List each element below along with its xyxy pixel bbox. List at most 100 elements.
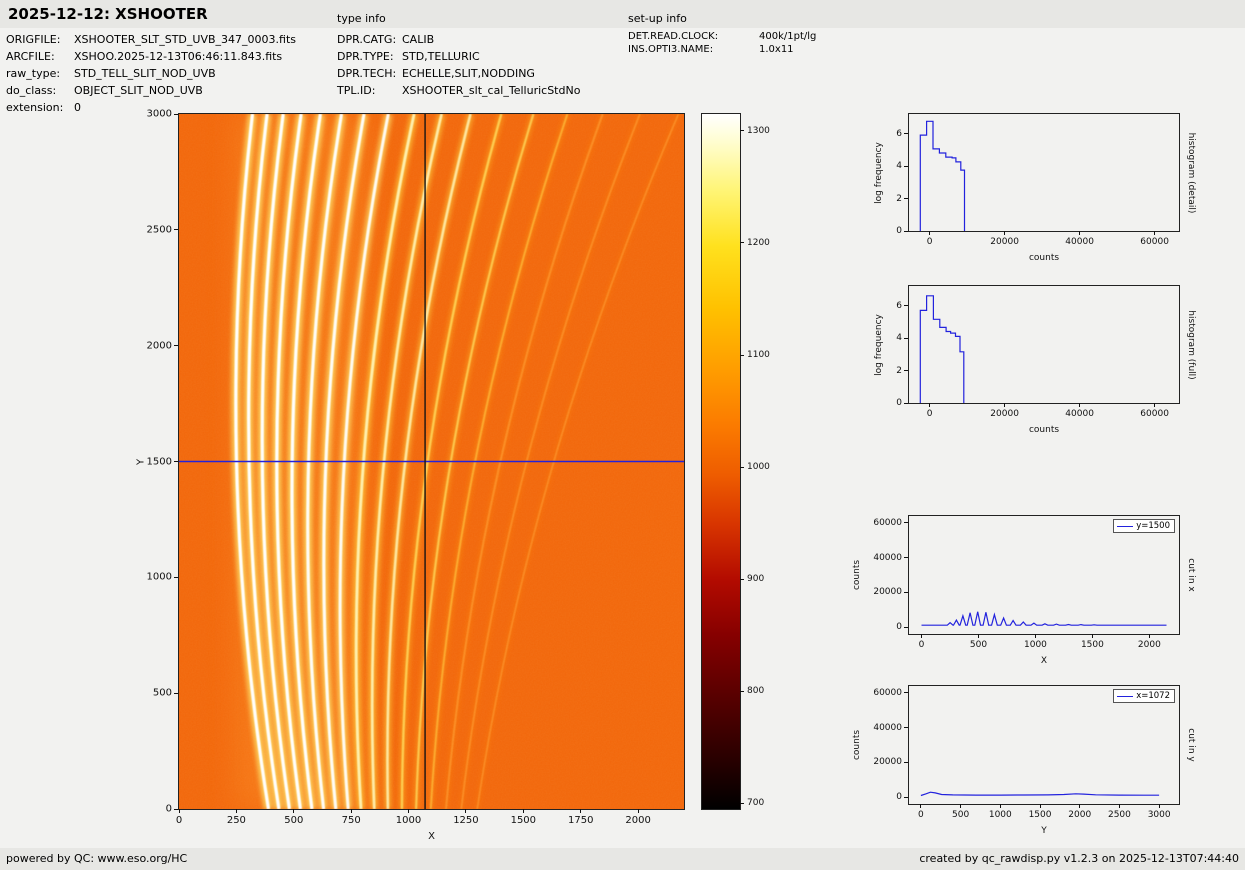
tick-label: 6 [896,128,902,139]
tick-label: 2000 [625,815,651,826]
tick-mark [960,804,962,808]
tick-label: 40000 [873,552,902,563]
meta-row-opti3: INS.OPTI3.NAME: 1.0x11 [628,44,816,57]
tick-mark [178,809,180,813]
tick-mark [1148,634,1150,638]
colorbar: 700 800 900 1000 1100 1200 1300 [701,113,770,810]
tick-label: 4 [896,161,902,171]
meta-value: STD_TELL_SLIT_NOD_UVB [74,67,216,80]
tick-mark [1118,804,1120,808]
tick-label: 0 [896,398,902,408]
x-axis-label: counts [1028,425,1060,435]
meta-row-tplid: TPL.ID: XSHOOTER_slt_cal_TelluricStdNo [337,84,580,101]
tick-mark [580,809,582,813]
tick-mark [1039,804,1041,808]
tick-label: 2500 [1107,810,1131,820]
tick-mark [904,761,908,763]
tick-label: 0 [165,803,172,815]
tick-label: 1250 [453,815,479,826]
tick-label: 250 [226,815,246,826]
tick-mark [904,370,908,371]
tick-label: 6 [896,300,902,311]
tick-label: 2 [896,193,902,204]
tick-label: 40000 [873,722,902,733]
meta-label: extension: [6,101,64,114]
tick-label: 0 [918,810,924,820]
setup-info-block: DET.READ.CLOCK: 400k/1pt/lg INS.OPTI3.NAM… [628,31,816,57]
meta-row-rawtype: raw_type: STD_TELL_SLIT_NOD_UVB [6,67,296,84]
tick-mark [235,809,237,813]
header-band [0,0,1245,28]
meta-label: raw_type: [6,67,61,80]
tick-label: 1300 [747,125,770,136]
tick-mark [904,626,908,628]
tick-mark [904,796,908,798]
tick-label: 1200 [747,237,770,248]
tick-mark [174,576,178,578]
tick-mark [921,634,923,638]
tick-label: 1000 [988,810,1012,820]
meta-value: 0 [74,101,81,114]
meta-value: CALIB [402,33,435,46]
tick-mark [1004,403,1006,407]
meta-value: XSHOOTER_SLT_STD_UVB_347_0003.fits [74,33,296,46]
tick-mark [740,242,744,244]
y-axis-label: counts [852,559,862,591]
tick-label: 1000 [747,462,770,473]
tick-mark [408,809,410,813]
type-info-heading: type info [337,12,386,25]
tick-label: 1000 [146,571,172,583]
tick-mark [904,165,908,167]
legend-label: x=1072 [1136,691,1170,701]
tick-label: 500 [969,640,988,650]
plot-canvas [921,611,1167,626]
y-axis-label: counts [852,729,862,761]
tick-label: 1500 [1028,810,1052,820]
tick-mark [465,809,467,813]
x-axis-label: Y [1041,826,1047,836]
data-line [920,791,1160,797]
tick-mark [174,345,178,347]
tick-label: 0 [175,815,183,826]
meta-row-readclock: DET.READ.CLOCK: 400k/1pt/lg [628,31,816,44]
tick-mark [1154,231,1156,235]
tick-mark [904,522,908,524]
tick-label: 0 [896,622,902,633]
tick-mark [522,809,524,813]
meta-label: TPL.ID: [337,84,376,97]
meta-label: ORIGFILE: [6,33,61,46]
tick-mark [904,133,908,134]
tick-mark [1154,403,1156,407]
histogram-full-plot: log frequency counts histogram (full) 0 2… [874,285,1196,435]
tick-mark [293,809,295,813]
tick-mark [740,690,744,692]
tick-label: 0 [896,226,902,236]
tick-mark [740,354,744,356]
tick-label: 500 [152,687,172,699]
meta-row-origfile: ORIGFILE: XSHOOTER_SLT_STD_UVB_347_0003.f… [6,33,296,50]
y-axis-label: log frequency [874,141,884,204]
tick-mark [977,634,979,638]
raw-frame-plot: Y X 0 250 500 750 1000 1250 1500 1750 2000 0 500 10… [136,109,685,842]
meta-label: DPR.TECH: [337,67,397,80]
tick-label: 2000 [146,340,172,352]
footer-band: powered by QC: www.eso.org/HC created by… [0,848,1245,870]
right-side-label: histogram (detail) [1186,132,1196,213]
data-line [921,611,1167,626]
meta-label: ARCFILE: [6,50,55,63]
tick-label: 900 [747,574,765,585]
y-axis-label: Y [135,458,147,465]
meta-value: STD,TELLURIC [402,50,480,63]
tick-mark [904,230,908,232]
tick-label: 60000 [1140,237,1169,247]
tick-mark [904,305,908,306]
tick-label: 20000 [990,237,1019,247]
tick-label: 60000 [1140,409,1169,419]
tick-mark [904,591,908,593]
tick-mark [929,231,931,235]
histogram-detail-plot: log frequency counts histogram (detail) … [874,113,1196,263]
tick-label: 1500 [146,456,172,467]
tick-mark [1079,231,1081,235]
meta-value: OBJECT_SLIT_NOD_UVB [74,84,203,97]
meta-row-dprtech: DPR.TECH: ECHELLE,SLIT,NODDING [337,67,580,84]
